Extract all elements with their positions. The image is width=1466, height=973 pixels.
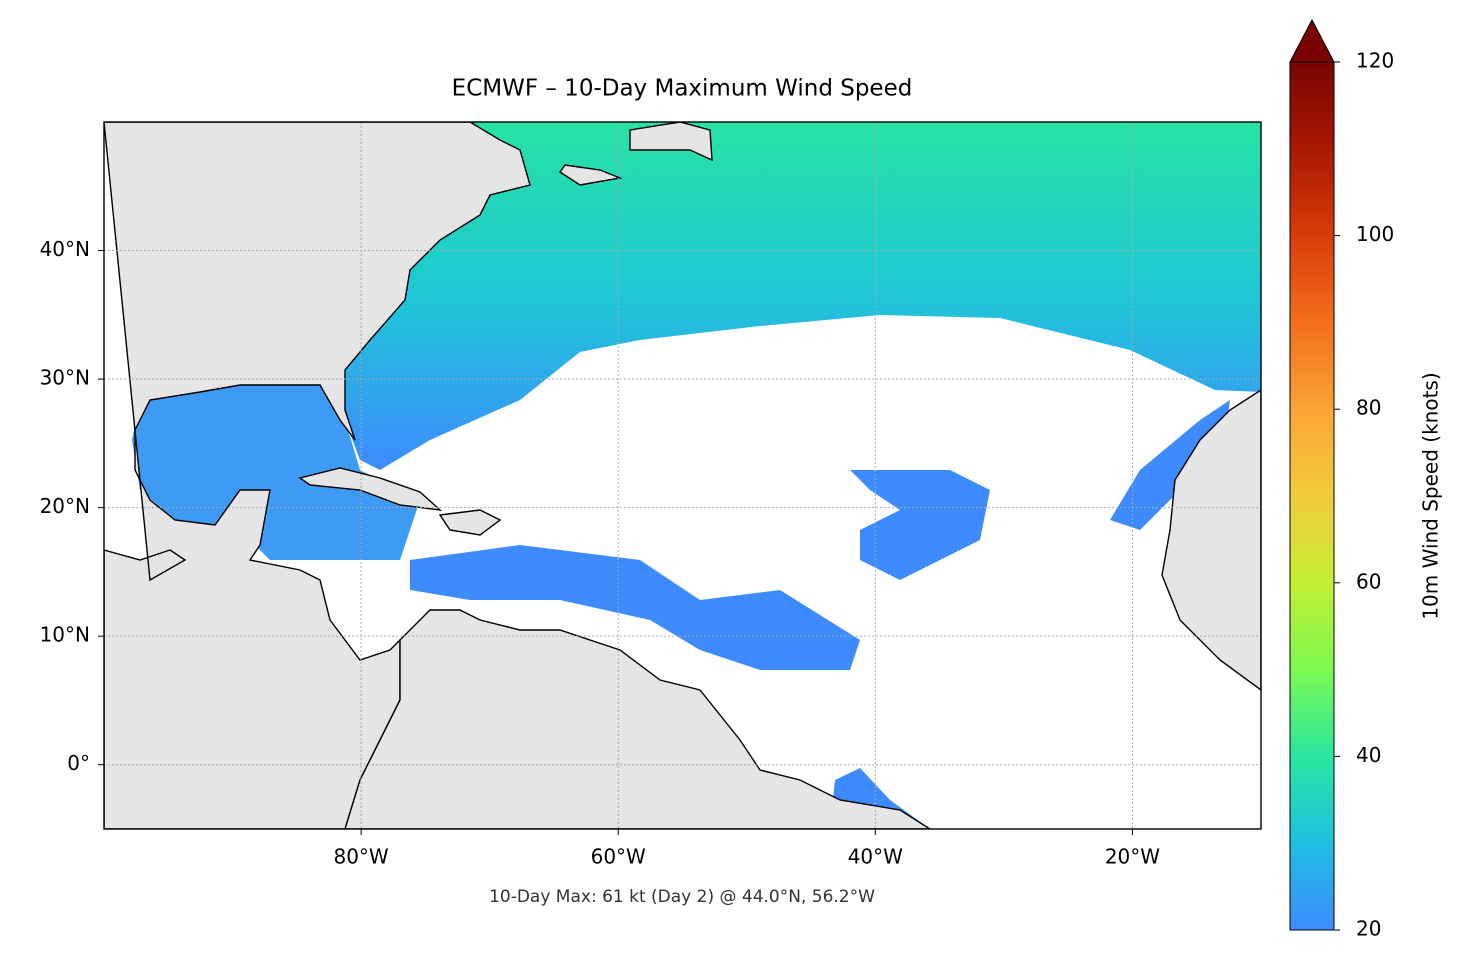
land — [1161, 389, 1261, 691]
x-tick-label: 20°W — [1105, 845, 1160, 869]
land — [298, 467, 443, 511]
map-frame — [103, 121, 1262, 830]
colorbar — [1289, 61, 1335, 931]
wind-field — [1110, 400, 1230, 530]
x-tick-label: 60°W — [591, 845, 646, 869]
colorbar-tick-label: 20 — [1356, 917, 1381, 941]
land — [438, 509, 502, 536]
y-tick-label: 20°N — [40, 494, 90, 518]
colorbar-tick-label: 120 — [1356, 49, 1394, 73]
colorbar-tick-label: 40 — [1356, 743, 1381, 767]
colorbar-tick-label: 60 — [1356, 569, 1381, 593]
x-tick-label: 80°W — [333, 845, 388, 869]
y-tick-label: 40°N — [40, 237, 90, 261]
colorbar-tick-label: 100 — [1356, 222, 1394, 246]
colorbar-tick-label: 80 — [1356, 396, 1381, 420]
wind-field — [850, 470, 990, 580]
y-tick-label: 0° — [67, 751, 90, 775]
land — [629, 122, 713, 162]
colorbar-label: 10m Wind Speed (knots) — [1419, 372, 1443, 619]
x-tick-label: 40°W — [848, 845, 903, 869]
y-tick-label: 30°N — [40, 366, 90, 390]
annotation: 10-Day Max: 61 kt (Day 2) @ 44.0°N, 56.2… — [489, 887, 875, 907]
chart-title: ECMWF – 10-Day Maximum Wind Speed — [452, 76, 913, 102]
wind-field — [345, 122, 1261, 470]
colorbar-extension — [1289, 18, 1335, 63]
land — [344, 609, 932, 829]
wind-field — [410, 545, 860, 670]
wind-field — [132, 385, 420, 560]
map-area — [104, 122, 1261, 829]
land — [559, 164, 623, 186]
y-tick-label: 10°N — [40, 623, 90, 647]
